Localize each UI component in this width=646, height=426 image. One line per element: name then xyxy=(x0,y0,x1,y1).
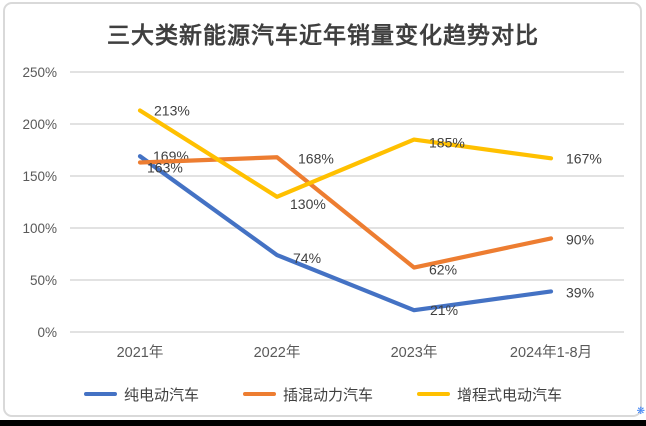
data-label: 21% xyxy=(430,302,458,318)
x-axis-category-label: 2022年 xyxy=(254,344,301,361)
legend-item: 纯电动汽车 xyxy=(83,384,199,405)
chart-title: 三大类新能源汽车近年销量变化趋势对比 xyxy=(107,22,539,48)
legend-item: 增程式电动汽车 xyxy=(417,384,562,405)
series-line xyxy=(137,154,554,313)
legend-line-swatch xyxy=(417,392,450,396)
data-label: 130% xyxy=(290,196,326,212)
x-axis-category-label: 2023年 xyxy=(391,344,438,361)
data-label: 62% xyxy=(429,262,457,278)
data-label: 167% xyxy=(566,150,602,166)
chart-legend: 纯电动汽车 插混动力汽车 增程式电动汽车 xyxy=(0,383,646,405)
series-line xyxy=(137,108,554,199)
data-label: 74% xyxy=(293,250,321,266)
chart-frame xyxy=(3,2,642,417)
legend-label: 插混动力汽车 xyxy=(282,386,373,404)
y-axis-tick-label: 200% xyxy=(22,117,57,132)
bottom-edge-bar xyxy=(0,420,646,426)
data-label: 168% xyxy=(298,150,334,166)
data-label: 185% xyxy=(429,135,465,151)
corner-artifact-icon: ❋ xyxy=(636,406,645,417)
legend-label: 纯电动汽车 xyxy=(123,386,199,404)
legend-item: 插混动力汽车 xyxy=(242,384,373,405)
legend-label: 增程式电动汽车 xyxy=(457,386,563,404)
y-axis-tick-label: 250% xyxy=(22,65,57,80)
data-label: 39% xyxy=(566,284,594,300)
data-label: 213% xyxy=(154,102,190,118)
y-axis-tick-label: 50% xyxy=(30,273,57,288)
legend-line-swatch xyxy=(242,392,276,396)
y-axis-tick-label: 100% xyxy=(22,221,57,236)
series-line xyxy=(137,155,554,270)
y-axis-tick-label: 0% xyxy=(37,325,57,340)
legend-line-swatch xyxy=(83,392,117,396)
x-axis-category-label: 2021年 xyxy=(117,344,164,361)
y-axis-tick-label: 150% xyxy=(22,169,57,184)
data-label: 90% xyxy=(566,231,594,247)
x-axis-category-label: 2024年1-8月 xyxy=(510,344,592,361)
data-label: 163% xyxy=(147,159,183,175)
